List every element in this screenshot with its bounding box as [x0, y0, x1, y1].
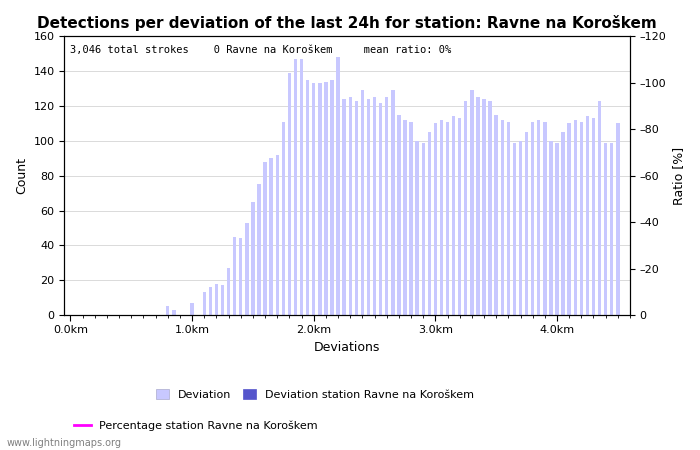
Bar [428, 132, 431, 315]
Bar [391, 90, 395, 315]
Bar [318, 83, 321, 315]
Bar [500, 120, 504, 315]
Bar [494, 115, 498, 315]
Bar [610, 143, 613, 315]
Bar [507, 122, 510, 315]
Bar [616, 123, 620, 315]
Bar [550, 141, 552, 315]
Bar [239, 238, 242, 315]
Bar [512, 143, 516, 315]
Bar [440, 120, 443, 315]
Bar [537, 120, 540, 315]
Bar [251, 202, 255, 315]
Bar [312, 83, 316, 315]
Bar [202, 292, 206, 315]
Bar [263, 162, 267, 315]
Legend: Deviation, Deviation station Ravne na Koroškem: Deviation, Deviation station Ravne na Ko… [152, 384, 478, 404]
Bar [568, 123, 571, 315]
Bar [519, 141, 522, 315]
Bar [190, 303, 194, 315]
Bar [410, 122, 413, 315]
Bar [324, 81, 328, 315]
Bar [604, 143, 608, 315]
X-axis label: Deviations: Deviations [314, 341, 380, 354]
Bar [580, 122, 583, 315]
Bar [306, 80, 309, 315]
Bar [573, 120, 577, 315]
Bar [531, 122, 534, 315]
Bar [561, 132, 565, 315]
Bar [385, 97, 389, 315]
Bar [342, 99, 346, 315]
Bar [525, 132, 528, 315]
Bar [458, 118, 461, 315]
Bar [349, 97, 352, 315]
Bar [294, 59, 298, 315]
Bar [476, 97, 480, 315]
Bar [227, 268, 230, 315]
Bar [337, 57, 340, 315]
Bar [330, 80, 334, 315]
Bar [379, 103, 382, 315]
Text: 3,046 total strokes    0 Ravne na Koroškem     mean ratio: 0%: 3,046 total strokes 0 Ravne na Koroškem … [70, 45, 452, 55]
Bar [482, 99, 486, 315]
Bar [489, 101, 492, 315]
Bar [360, 90, 364, 315]
Title: Detections per deviation of the last 24h for station: Ravne na Koroškem: Detections per deviation of the last 24h… [37, 15, 657, 31]
Bar [355, 101, 358, 315]
Bar [258, 184, 260, 315]
Bar [446, 122, 449, 315]
Bar [434, 123, 437, 315]
Bar [586, 117, 589, 315]
Legend: Percentage station Ravne na Koroškem: Percentage station Ravne na Koroškem [69, 416, 323, 436]
Bar [421, 143, 425, 315]
Text: www.lightningmaps.org: www.lightningmaps.org [7, 438, 122, 448]
Bar [373, 97, 377, 315]
Bar [397, 115, 400, 315]
Bar [300, 59, 303, 315]
Bar [281, 122, 285, 315]
Bar [209, 287, 212, 315]
Bar [598, 101, 601, 315]
Bar [403, 120, 407, 315]
Bar [245, 223, 248, 315]
Bar [172, 310, 176, 315]
Bar [470, 90, 474, 315]
Bar [270, 158, 273, 315]
Y-axis label: Ratio [%]: Ratio [%] [672, 147, 685, 205]
Bar [592, 118, 595, 315]
Bar [233, 237, 237, 315]
Bar [276, 155, 279, 315]
Bar [215, 284, 218, 315]
Bar [288, 73, 291, 315]
Bar [452, 117, 455, 315]
Bar [555, 143, 559, 315]
Bar [166, 306, 169, 315]
Bar [415, 141, 419, 315]
Bar [464, 101, 468, 315]
Bar [220, 285, 224, 315]
Bar [543, 122, 547, 315]
Y-axis label: Count: Count [15, 157, 28, 194]
Bar [367, 99, 370, 315]
